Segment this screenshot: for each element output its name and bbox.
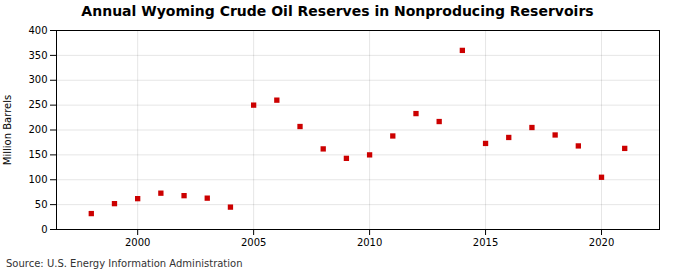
svg-text:2015: 2015 xyxy=(473,237,498,248)
svg-text:50: 50 xyxy=(35,199,48,210)
svg-text:2000: 2000 xyxy=(125,237,150,248)
svg-text:200: 200 xyxy=(28,124,47,135)
svg-text:150: 150 xyxy=(28,149,47,160)
svg-text:2005: 2005 xyxy=(241,237,266,248)
svg-text:2020: 2020 xyxy=(589,237,614,248)
svg-text:400: 400 xyxy=(28,25,47,36)
html-text:Annual Wyoming Crude Oil Reser: Annual Wyoming Crude Oil Reserves in Non… xyxy=(81,3,594,19)
svg-text:2010: 2010 xyxy=(357,237,382,248)
svg-text:350: 350 xyxy=(28,50,47,61)
html-text:Source: U.S. Energy Informatio: Source: U.S. Energy Information Administ… xyxy=(6,258,243,269)
svg-text:Million Barrels: Million Barrels xyxy=(2,95,13,165)
svg-text:250: 250 xyxy=(28,99,47,110)
svg-text:100: 100 xyxy=(28,174,47,185)
svg-text:300: 300 xyxy=(28,74,47,85)
svg-text:0: 0 xyxy=(41,224,47,235)
